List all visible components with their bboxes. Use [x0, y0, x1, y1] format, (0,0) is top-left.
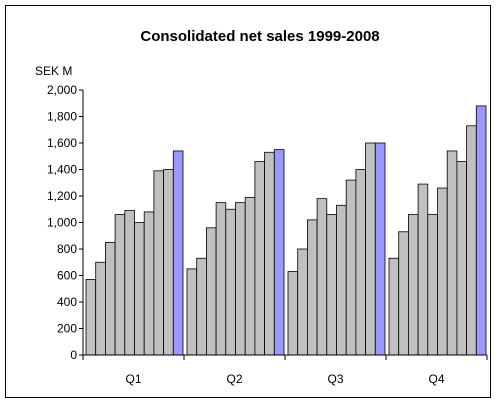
x-tick-label: Q4 [428, 372, 444, 386]
bar [225, 208, 236, 356]
bar [475, 105, 487, 356]
y-tick-label: 1,600 [47, 136, 77, 150]
bar [196, 257, 207, 356]
bar [215, 202, 227, 356]
bar [297, 248, 308, 356]
bar [365, 142, 376, 356]
bar [114, 214, 126, 356]
bar [345, 179, 357, 356]
chart-title: Consolidated net sales 1999-2008 [140, 28, 379, 45]
bar [264, 151, 275, 356]
bar [427, 214, 438, 356]
bar [124, 210, 135, 356]
bar [235, 202, 246, 356]
bar [374, 142, 386, 356]
bar [355, 169, 366, 356]
bar [456, 161, 467, 356]
x-tick-labels: Q1 Q2 Q3 Q4 [125, 372, 444, 386]
bar [105, 241, 116, 356]
bar [205, 227, 217, 356]
bar [85, 279, 97, 356]
x-tick-label: Q1 [125, 372, 141, 386]
y-tick-label: 1,800 [47, 110, 77, 124]
bar [316, 198, 328, 356]
bar [244, 196, 256, 356]
bar [95, 261, 106, 356]
y-axis-label: SEK M [35, 64, 72, 78]
bar [446, 150, 458, 356]
bar [407, 214, 419, 356]
bar [326, 214, 337, 356]
x-tick-label: Q3 [327, 372, 343, 386]
bar [336, 204, 347, 356]
bar [437, 187, 448, 356]
bar [398, 231, 409, 356]
axes [79, 89, 488, 360]
bar [254, 161, 265, 356]
bars [85, 105, 487, 356]
y-tick-label: 2,000 [47, 83, 77, 97]
bar [186, 268, 198, 356]
y-tick-label: 600 [57, 269, 77, 283]
y-tick-label: 1,400 [47, 163, 77, 177]
y-tick-label: 400 [57, 295, 77, 309]
bar [134, 222, 145, 356]
x-tick-label: Q2 [226, 372, 242, 386]
y-tick-label: 800 [57, 242, 77, 256]
y-tick-label: 1,000 [47, 216, 77, 230]
bar [417, 183, 429, 356]
y-tick-label: 200 [57, 322, 77, 336]
y-tick-label: 0 [70, 348, 77, 362]
y-tick-label: 1,200 [47, 189, 77, 203]
bar [466, 125, 477, 356]
bar [153, 170, 164, 356]
y-tick-labels: 0 200 400 600 800 1,000 1,200 1,400 1,600 1,800 2,… [47, 83, 77, 362]
bar [388, 257, 400, 356]
bar [172, 150, 184, 356]
bar [143, 211, 155, 356]
bar [306, 219, 318, 356]
bar [273, 149, 285, 356]
bar [163, 169, 174, 356]
bar [287, 271, 299, 356]
